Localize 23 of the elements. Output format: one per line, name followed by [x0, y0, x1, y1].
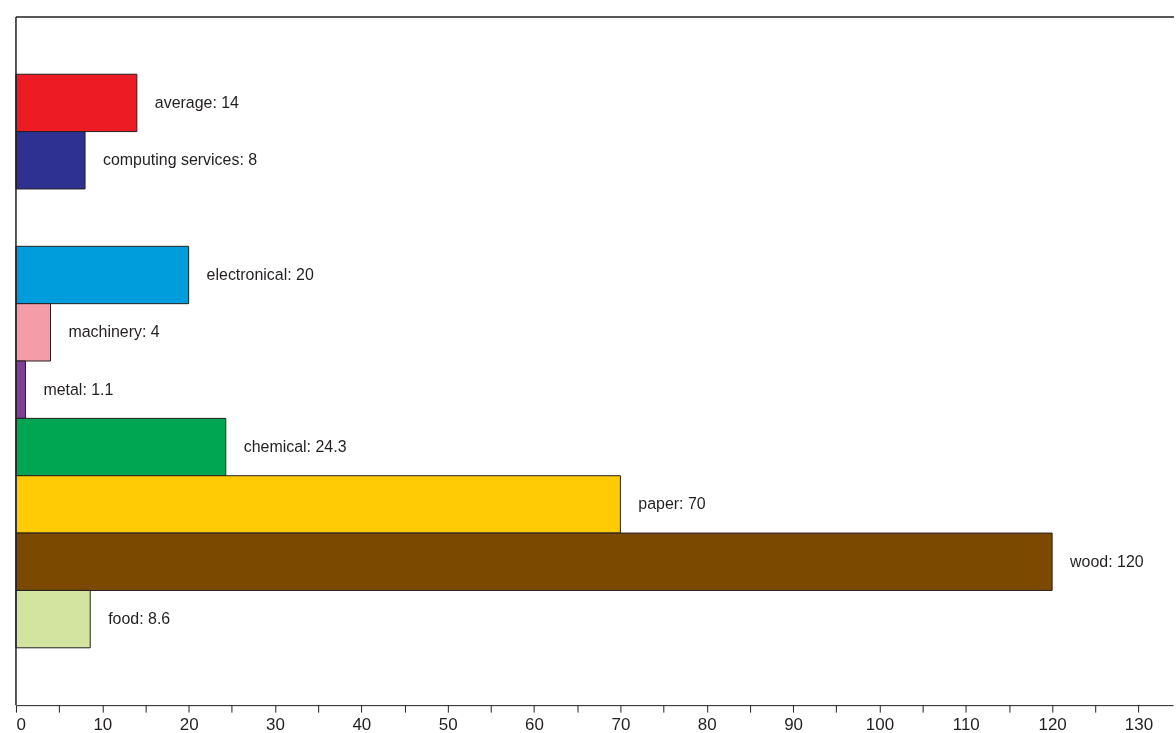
x-tick-label: 0: [16, 714, 26, 733]
x-tick-label: 80: [697, 714, 717, 733]
data-label: electronical: 20: [206, 265, 314, 283]
x-tick-label: 90: [784, 714, 803, 733]
x-tick-label: 30: [266, 714, 285, 733]
x-tick-label: 50: [438, 714, 458, 733]
x-tick-label: 130: [1124, 714, 1154, 733]
data-label: machinery: 4: [68, 323, 160, 341]
x-tick-label: 40: [352, 714, 372, 733]
x-tick-label: 60: [525, 714, 544, 733]
data-label: paper: 70: [638, 495, 706, 513]
x-tick-label: 20: [179, 714, 199, 733]
data-label: average: 14: [154, 93, 240, 111]
data-label: chemical: 24.3: [243, 438, 347, 456]
data-label: metal: 1.1: [43, 380, 114, 398]
data-label: food: 8.6: [108, 610, 171, 628]
x-tick-label: 100: [865, 714, 895, 733]
x-tick-label: 110: [952, 714, 980, 733]
x-tick-label: 10: [93, 714, 113, 733]
x-tick-label: 70: [611, 714, 631, 733]
x-tick-label: 120: [1038, 714, 1067, 733]
data-label: wood: 120: [1069, 552, 1144, 570]
data-label: computing services: 8: [102, 151, 258, 169]
